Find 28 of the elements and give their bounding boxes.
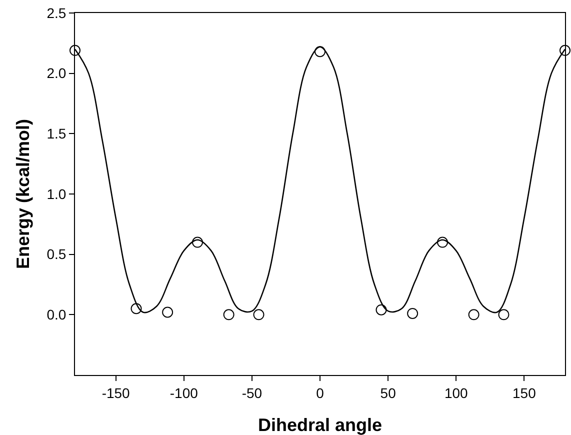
point <box>560 44 570 56</box>
x-tick-label: 100 <box>444 384 468 401</box>
point <box>192 236 203 248</box>
y-tick-label: 1.5 <box>46 126 66 142</box>
y-tick-label: 1.0 <box>46 186 66 202</box>
y-tick-label: 2.0 <box>46 65 66 82</box>
x-tick-label: 50 <box>380 384 396 401</box>
x-tick-label: -150 <box>102 384 130 401</box>
point <box>162 306 174 318</box>
x-axis-title: Dihedral angle <box>258 415 382 435</box>
point <box>223 309 234 320</box>
x-tick-label: 150 <box>512 384 536 401</box>
y-tick-label: 0.5 <box>46 246 66 262</box>
y-axis-title: Energy (kcal/mol) <box>13 118 33 270</box>
x-tick-label: 0 <box>316 384 324 401</box>
y-tick-label: 2.5 <box>46 4 66 21</box>
point <box>253 309 264 320</box>
point <box>468 309 480 320</box>
point <box>314 46 326 58</box>
x-tick-label: -100 <box>170 384 198 401</box>
point <box>498 309 510 320</box>
point <box>70 44 80 56</box>
x-tick-label: -50 <box>242 384 262 401</box>
point <box>376 304 387 316</box>
point <box>130 303 142 314</box>
point <box>407 308 418 319</box>
point <box>437 236 448 248</box>
y-tick-label: 0.0 <box>46 306 66 323</box>
